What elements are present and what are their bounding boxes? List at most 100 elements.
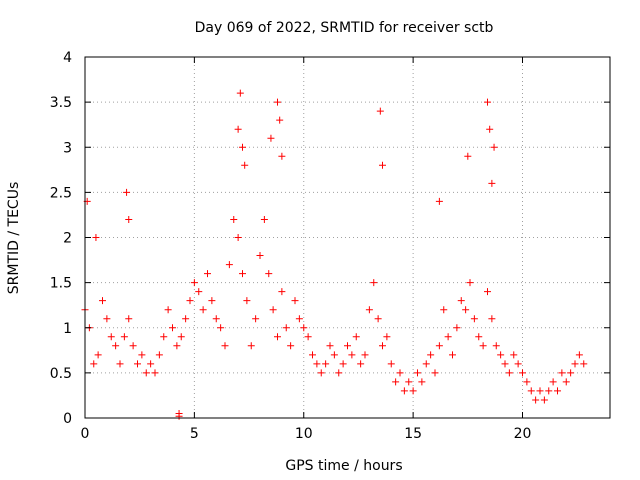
- y-tick-label: 4: [63, 50, 72, 66]
- data-point: [422, 360, 430, 368]
- data-point: [431, 369, 439, 377]
- data-point: [486, 125, 494, 133]
- data-point: [374, 315, 382, 323]
- data-point: [357, 360, 365, 368]
- data-point: [142, 369, 150, 377]
- data-point: [532, 396, 540, 404]
- data-point: [444, 333, 452, 341]
- data-point: [335, 369, 343, 377]
- data-point: [173, 342, 181, 350]
- data-point: [475, 333, 483, 341]
- data-point: [527, 387, 535, 395]
- data-point: [545, 387, 553, 395]
- data-point: [330, 351, 338, 359]
- data-point: [234, 234, 242, 241]
- data-point: [505, 369, 513, 377]
- data-point: [427, 351, 435, 359]
- y-tick-label: 2.5: [50, 185, 72, 201]
- data-point: [435, 197, 443, 205]
- data-point: [151, 369, 159, 377]
- data-point: [409, 387, 417, 395]
- data-point: [125, 315, 133, 323]
- data-point: [344, 342, 351, 350]
- data-point: [383, 333, 391, 341]
- grid: [85, 57, 610, 418]
- data-point: [208, 297, 216, 305]
- data-point: [169, 324, 176, 332]
- y-tick-label: 1.5: [50, 276, 72, 292]
- ticks: [84, 56, 610, 419]
- data-point: [571, 360, 579, 368]
- y-axis-label: SRMTID / TECUs: [6, 182, 22, 295]
- data-point: [243, 297, 251, 305]
- data-point: [435, 342, 443, 350]
- data-point: [457, 297, 465, 305]
- data-point: [510, 351, 518, 359]
- data-point: [116, 360, 124, 368]
- data-point: [291, 297, 299, 305]
- data-point: [129, 342, 137, 350]
- data-point: [379, 342, 386, 350]
- data-point: [112, 342, 120, 350]
- data-point: [365, 306, 373, 314]
- data-point: [269, 306, 277, 314]
- data-point: [247, 342, 255, 350]
- data-point: [387, 360, 395, 368]
- data-point: [221, 342, 229, 350]
- data-point: [125, 215, 133, 223]
- data-point: [322, 360, 330, 368]
- data-point: [204, 270, 211, 278]
- chart-title: Day 069 of 2022, SRMTID for receiver sct…: [195, 20, 494, 36]
- data-point: [177, 333, 185, 341]
- data-point: [549, 378, 557, 386]
- data-point: [376, 107, 384, 115]
- data-point: [120, 333, 128, 341]
- data-point: [155, 351, 163, 359]
- data-point: [352, 333, 360, 341]
- x-tick-label: 15: [404, 426, 422, 442]
- data-point: [252, 315, 260, 323]
- data-point: [282, 324, 290, 332]
- data-point: [464, 152, 472, 160]
- data-point: [484, 288, 491, 296]
- data-point: [230, 215, 238, 223]
- data-point: [287, 342, 295, 350]
- data-point: [440, 306, 448, 314]
- data-point: [449, 351, 456, 359]
- data-point: [379, 161, 386, 169]
- data-point: [490, 143, 498, 151]
- data-point: [260, 215, 268, 223]
- data-point: [453, 324, 461, 332]
- data-point: [462, 306, 470, 314]
- data-point: [103, 315, 111, 323]
- data-point: [92, 234, 100, 241]
- x-tick-label: 10: [295, 426, 313, 442]
- data-point: [348, 351, 356, 359]
- data-point: [396, 369, 404, 377]
- data-point: [523, 378, 531, 386]
- data-point: [405, 378, 413, 386]
- y-tick-label: 3: [63, 140, 72, 156]
- data-point: [99, 297, 106, 305]
- data-point: [212, 315, 220, 323]
- data-point: [274, 98, 281, 106]
- x-axis-label: GPS time / hours: [285, 458, 402, 474]
- data-point: [160, 333, 168, 341]
- data-point: [147, 360, 155, 368]
- data-point: [470, 315, 478, 323]
- data-point: [278, 288, 286, 296]
- data-point: [134, 360, 141, 368]
- tick-labels: 0 5 10 15 20 0 0.5 1 1.5 2 2.5 3 3.5 4: [50, 50, 532, 442]
- data-point: [186, 297, 194, 305]
- data-point: [580, 360, 588, 368]
- y-tick-label: 1: [63, 321, 72, 337]
- data-point: [370, 279, 378, 287]
- data-point: [234, 125, 242, 133]
- data-point: [575, 351, 583, 359]
- x-tick-label: 20: [514, 426, 532, 442]
- data-point: [274, 333, 281, 341]
- y-tick-label: 0: [63, 411, 72, 427]
- data-point: [175, 412, 183, 420]
- data-point: [361, 351, 369, 359]
